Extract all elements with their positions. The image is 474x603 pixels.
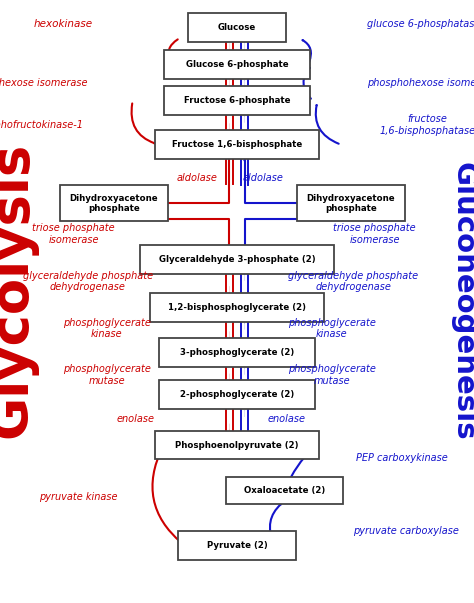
Text: hexokinase: hexokinase — [33, 19, 92, 29]
FancyBboxPatch shape — [164, 50, 310, 79]
Text: phosphoglycerate
kinase: phosphoglycerate kinase — [288, 318, 376, 339]
FancyBboxPatch shape — [297, 185, 405, 221]
Text: enolase: enolase — [116, 414, 154, 424]
Text: enolase: enolase — [268, 414, 306, 424]
Text: aldolase: aldolase — [243, 173, 283, 183]
Text: glyceraldehyde phosphate
dehydrogenase: glyceraldehyde phosphate dehydrogenase — [23, 271, 153, 292]
Text: Dihydroxyacetone
phosphate: Dihydroxyacetone phosphate — [307, 194, 395, 213]
Text: triose phosphate
isomerase: triose phosphate isomerase — [32, 223, 115, 245]
FancyBboxPatch shape — [226, 477, 343, 504]
Text: Glycolysis: Glycolysis — [0, 141, 38, 438]
FancyBboxPatch shape — [159, 380, 315, 409]
Text: Phosphoenolpyruvate (2): Phosphoenolpyruvate (2) — [175, 441, 299, 449]
FancyBboxPatch shape — [159, 338, 315, 367]
Text: pyruvate carboxylase: pyruvate carboxylase — [353, 526, 459, 535]
Text: Oxaloacetate (2): Oxaloacetate (2) — [244, 486, 325, 494]
FancyBboxPatch shape — [140, 245, 334, 274]
FancyBboxPatch shape — [60, 185, 168, 221]
Text: Glyceraldehyde 3-phosphate (2): Glyceraldehyde 3-phosphate (2) — [159, 255, 315, 264]
FancyBboxPatch shape — [178, 531, 296, 560]
Text: Pyruvate (2): Pyruvate (2) — [207, 541, 267, 550]
Text: Fructose 6-phosphate: Fructose 6-phosphate — [184, 96, 290, 105]
FancyBboxPatch shape — [188, 13, 286, 42]
Text: triose phosphate
isomerase: triose phosphate isomerase — [333, 223, 416, 245]
Text: glucose 6-phosphatase: glucose 6-phosphatase — [367, 19, 474, 29]
Text: phosphohexose isomerase: phosphohexose isomerase — [367, 78, 474, 87]
Text: pyruvate kinase: pyruvate kinase — [39, 493, 118, 502]
Text: aldolase: aldolase — [176, 173, 217, 183]
Text: 1,2-bisphosphoglycerate (2): 1,2-bisphosphoglycerate (2) — [168, 303, 306, 312]
FancyBboxPatch shape — [164, 86, 310, 115]
Text: Glucose: Glucose — [218, 23, 256, 31]
FancyBboxPatch shape — [150, 293, 324, 322]
FancyBboxPatch shape — [155, 130, 319, 159]
Text: phosphofructokinase-1: phosphofructokinase-1 — [0, 120, 83, 130]
Text: phosphohexose isomerase: phosphohexose isomerase — [0, 78, 88, 87]
Text: phosphoglycerate
kinase: phosphoglycerate kinase — [63, 318, 151, 339]
Text: Fructose 1,6-bisphosphate: Fructose 1,6-bisphosphate — [172, 140, 302, 149]
Text: 2-phosphoglycerate (2): 2-phosphoglycerate (2) — [180, 391, 294, 399]
Text: Glucose 6-phosphate: Glucose 6-phosphate — [186, 60, 288, 69]
Text: glyceraldehyde phosphate
dehydrogenase: glyceraldehyde phosphate dehydrogenase — [288, 271, 418, 292]
Text: Gluconeogenesis: Gluconeogenesis — [449, 162, 474, 441]
Text: 3-phosphoglycerate (2): 3-phosphoglycerate (2) — [180, 349, 294, 357]
Text: Dihydroxyacetone
phosphate: Dihydroxyacetone phosphate — [70, 194, 158, 213]
Text: phosphoglycerate
mutase: phosphoglycerate mutase — [288, 364, 376, 386]
Text: PEP carboxykinase: PEP carboxykinase — [356, 453, 447, 463]
Text: fructose
1,6-bisphosphatase: fructose 1,6-bisphosphatase — [379, 114, 474, 136]
Text: phosphoglycerate
mutase: phosphoglycerate mutase — [63, 364, 151, 386]
FancyBboxPatch shape — [155, 431, 319, 459]
